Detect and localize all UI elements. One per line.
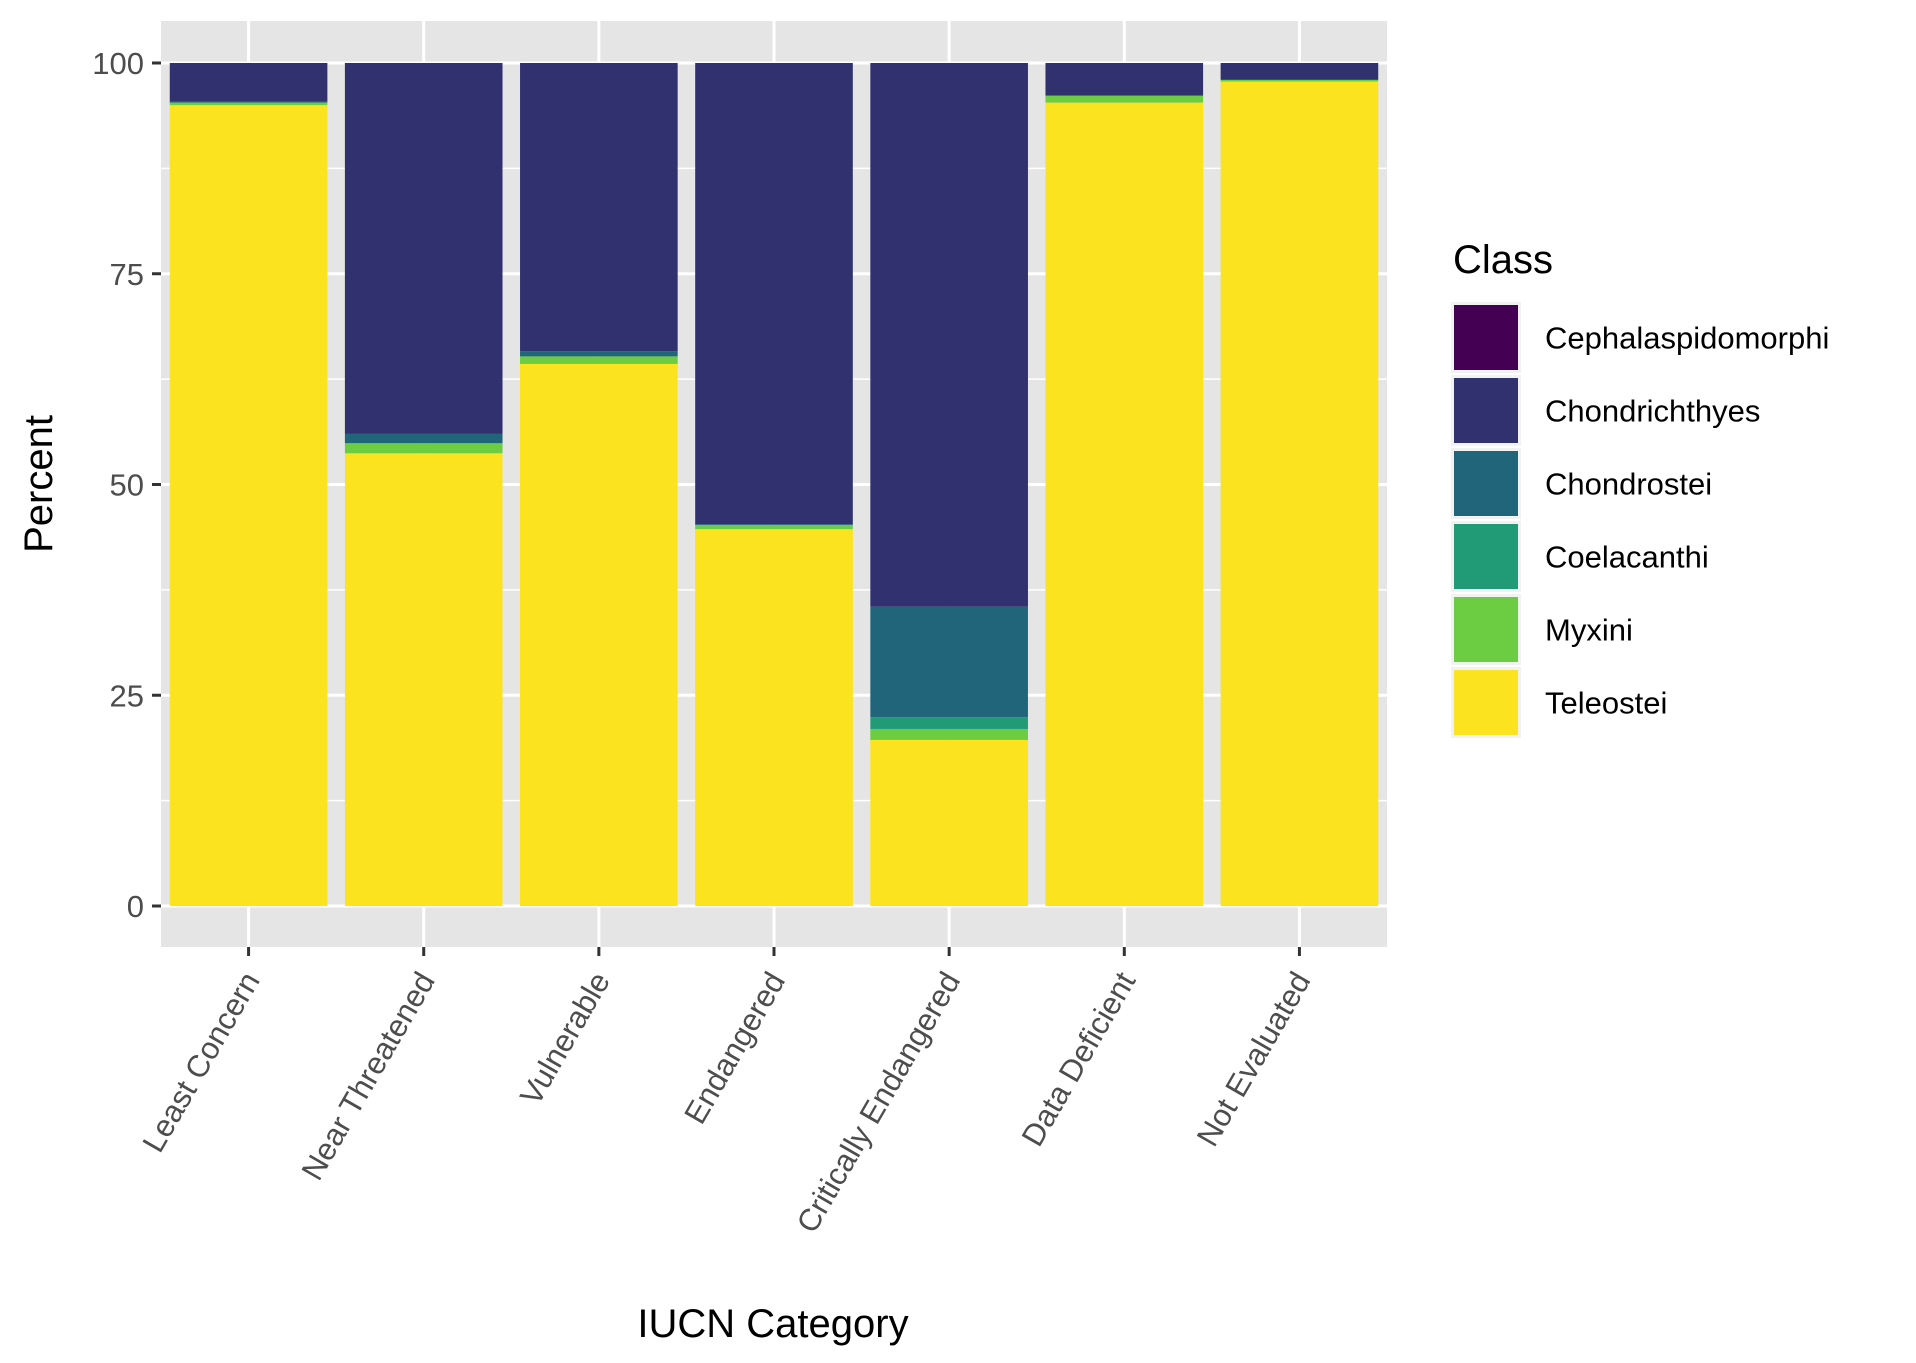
bar-segment-chondrostei (870, 606, 1028, 718)
y-tick-label: 100 (92, 46, 144, 81)
bar-segment-teleostei (169, 105, 328, 906)
bar-segment-chondrostei (344, 433, 503, 444)
y-tick-label: 75 (110, 257, 144, 292)
legend-swatch (1454, 524, 1518, 589)
legend-swatch (1454, 378, 1518, 443)
legend-label: Chondrostei (1545, 467, 1712, 502)
legend-label: Coelacanthi (1545, 540, 1709, 575)
legend: Class Cephalaspidomorphi Chondrichthyes Ch… (1451, 238, 1829, 738)
y-tick-label: 25 (110, 678, 144, 713)
legend-label: Teleostei (1545, 686, 1667, 721)
legend-swatch (1454, 451, 1518, 516)
bar-segment-myxini (169, 102, 328, 106)
bar-segment-chondrichthyes (1045, 63, 1204, 96)
x-tick-label: Vulnerable (513, 966, 617, 1111)
bar-segment-chondrostei (695, 524, 853, 525)
bar-segment-teleostei (1045, 102, 1204, 907)
bar-segment-chondrichthyes (870, 63, 1028, 607)
bar-segment-chondrichthyes (695, 63, 853, 525)
bar-segment-teleostei (870, 739, 1028, 906)
legend-label: Myxini (1545, 613, 1633, 648)
bar-segment-chondrichthyes (344, 63, 503, 434)
bar-segment-myxini (695, 524, 853, 530)
bar-segment-myxini (1045, 95, 1204, 103)
bar-segment-teleostei (344, 453, 503, 906)
legend-label: Cephalaspidomorphi (1545, 321, 1829, 356)
bar-segment-chondrichthyes (1220, 63, 1379, 80)
x-axis-title: IUCN Category (637, 1302, 908, 1346)
legend-swatch (1454, 597, 1518, 662)
x-tick-label: Endangered (677, 966, 792, 1130)
bar-segment-myxini (1220, 79, 1379, 82)
x-tick-label: Critically Endangered (790, 966, 968, 1239)
legend-swatch (1454, 670, 1518, 735)
bar-segment-teleostei (520, 363, 678, 906)
x-tick-label: Near Threatened (295, 966, 442, 1186)
bar-segment-chondrostei (520, 351, 678, 357)
bars (169, 63, 1379, 907)
x-tick-label: Least Concern (136, 966, 267, 1158)
y-axis-title: Percent (17, 415, 61, 553)
y-tick-label: 50 (110, 468, 144, 503)
bar-segment-chondrichthyes (520, 63, 678, 352)
bar-segment-myxini (870, 728, 1028, 740)
bar-segment-teleostei (695, 529, 853, 906)
legend-title: Class (1453, 238, 1553, 282)
bar-segment-myxini (520, 356, 678, 364)
x-tick-label: Not Evaluated (1190, 966, 1318, 1152)
bar-segment-chondrostei (1045, 95, 1204, 96)
bar-segment-teleostei (1220, 81, 1379, 906)
legend-swatch (1454, 305, 1518, 370)
x-tick-label: Data Deficient (1015, 966, 1143, 1152)
bar-segment-chondrostei (169, 101, 328, 103)
legend-label: Chondrichthyes (1545, 394, 1760, 429)
y-tick-label: 0 (127, 889, 144, 924)
bar-segment-myxini (344, 443, 503, 454)
bar-segment-coelacanthi (870, 717, 1028, 729)
bar-segment-chondrichthyes (169, 63, 328, 102)
